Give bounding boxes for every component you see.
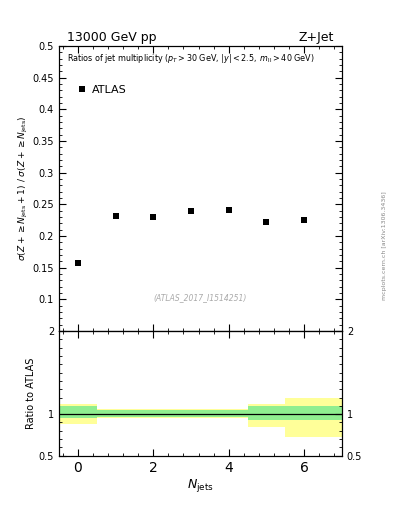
Text: mcplots.cern.ch [arXiv:1306.3436]: mcplots.cern.ch [arXiv:1306.3436] [382,191,387,300]
Y-axis label: Ratio to ATLAS: Ratio to ATLAS [26,358,36,429]
Text: 13000 GeV pp: 13000 GeV pp [67,31,156,44]
Text: (ATLAS_2017_I1514251): (ATLAS_2017_I1514251) [154,293,247,303]
Y-axis label: $\sigma(Z + \geq N_{\rm jets}+1)\ /\ \sigma(Z + \geq N_{\rm jets})$: $\sigma(Z + \geq N_{\rm jets}+1)\ /\ \si… [17,116,30,261]
Text: Z+Jet: Z+Jet [299,31,334,44]
X-axis label: $N_{\rm jets}$: $N_{\rm jets}$ [187,477,214,494]
Text: Ratios of jet multiplicity $(p_T > 30$ GeV, $|y| < 2.5,\ m_{\rm ll} > 40$ GeV$)$: Ratios of jet multiplicity $(p_T > 30$ G… [68,52,315,65]
Legend: ATLAS: ATLAS [73,80,131,99]
